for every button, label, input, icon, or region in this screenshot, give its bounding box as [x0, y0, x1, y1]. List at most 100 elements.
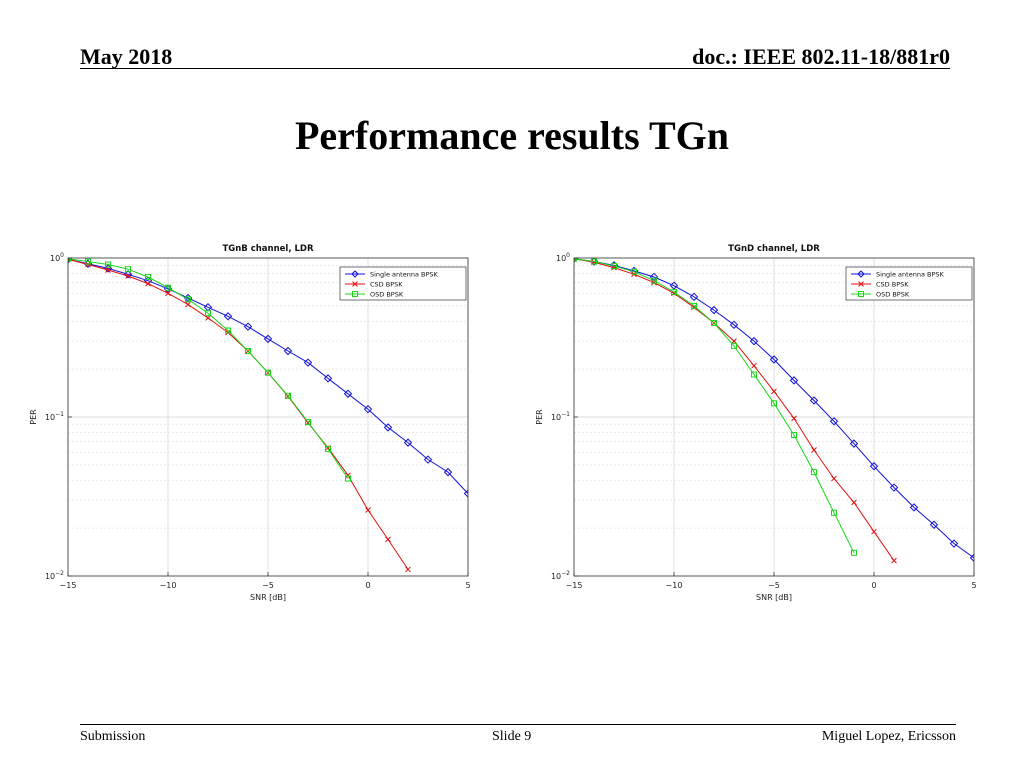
data-point — [423, 455, 433, 464]
legend-label: CSD BPSK — [370, 281, 403, 289]
y-axis-label: PER — [29, 409, 38, 425]
data-point — [223, 312, 233, 321]
data-point — [689, 292, 699, 302]
data-point — [105, 267, 111, 273]
chart-title: TGnB channel, LDR — [222, 244, 314, 254]
data-point — [949, 539, 959, 548]
data-point — [731, 342, 737, 349]
data-point — [889, 483, 899, 492]
y-tick-label: 100 — [50, 252, 64, 263]
legend-marker — [352, 291, 358, 297]
data-point — [651, 277, 657, 284]
data-point — [365, 507, 371, 513]
x-tick-label: −10 — [160, 581, 177, 590]
data-point — [809, 396, 819, 405]
footer-submission: Submission — [80, 729, 146, 744]
y-tick-base: 10 — [50, 254, 60, 263]
y-tick-label: 10−1 — [45, 411, 64, 422]
series-line — [574, 258, 974, 559]
data-point — [443, 467, 453, 477]
y-tick-label: 100 — [556, 252, 570, 263]
data-point — [691, 302, 697, 309]
footer-slide-number: Slide 9 — [492, 729, 532, 744]
data-point — [591, 258, 597, 265]
legend-marker — [351, 270, 359, 278]
header-date: May 2018 — [80, 44, 173, 69]
y-axis-label: PER — [535, 409, 544, 425]
data-point — [265, 369, 271, 376]
y-tick-base: 10 — [45, 413, 55, 422]
data-point — [631, 268, 637, 275]
footer-divider — [80, 724, 956, 725]
data-point — [185, 296, 191, 303]
data-point — [691, 304, 697, 311]
series-square — [68, 258, 351, 482]
data-point — [225, 327, 231, 334]
data-point — [405, 566, 411, 573]
data-point — [811, 469, 817, 476]
data-point — [749, 336, 759, 346]
data-point — [165, 290, 171, 297]
data-point — [343, 389, 353, 398]
legend-label: OSD BPSK — [876, 291, 910, 299]
data-point — [345, 475, 351, 482]
data-point — [463, 489, 468, 498]
data-point — [829, 417, 839, 426]
data-point — [145, 273, 151, 280]
series-x — [574, 258, 897, 564]
legend-item: OSD BPSK — [345, 291, 404, 299]
data-point — [909, 503, 919, 512]
x-tick-label: −5 — [768, 581, 780, 590]
data-point — [165, 284, 171, 291]
data-point — [145, 280, 151, 287]
data-point — [305, 419, 311, 426]
data-point — [611, 263, 617, 270]
series-square — [574, 258, 857, 556]
y-tick-base: 10 — [551, 413, 561, 422]
x-tick-label: −10 — [666, 581, 683, 590]
data-point — [791, 432, 797, 439]
legend-label: Single antenna BPSK — [370, 271, 438, 279]
y-tick-base: 10 — [45, 572, 55, 581]
data-point — [791, 415, 797, 422]
data-point — [731, 338, 737, 344]
legend-label: CSD BPSK — [876, 281, 909, 289]
data-point — [751, 362, 757, 369]
data-point — [85, 258, 91, 265]
x-axis-label: SNR [dB] — [756, 593, 792, 602]
legend-item: Single antenna BPSK — [345, 270, 438, 279]
footer-author: Miguel Lopez, Ericsson — [821, 729, 956, 744]
x-tick-label: 5 — [465, 581, 470, 590]
legend-marker — [857, 270, 865, 278]
data-point — [245, 348, 251, 355]
legend-item: OSD BPSK — [851, 291, 910, 299]
slide-title: Performance results TGn — [294, 113, 729, 158]
data-point — [383, 423, 393, 432]
data-point — [869, 462, 879, 471]
y-tick-exponent: −1 — [561, 411, 570, 418]
data-point — [849, 439, 859, 448]
data-point — [205, 315, 211, 321]
data-point — [205, 310, 211, 317]
series-line — [574, 258, 855, 554]
data-point — [105, 261, 111, 268]
y-tick-label: 10−2 — [45, 570, 64, 581]
data-point — [871, 528, 877, 535]
legend: Single antenna BPSK CSD BPSK OSD BPSK — [845, 266, 973, 301]
data-point — [771, 400, 777, 407]
header-doc-id: doc.: IEEE 802.11-18/881r0 — [692, 44, 950, 69]
legend-item: Single antenna BPSK — [851, 270, 944, 279]
data-point — [771, 388, 777, 395]
data-point — [831, 509, 837, 516]
data-point — [709, 305, 719, 315]
data-point — [123, 270, 133, 279]
x-tick-label: 5 — [971, 581, 976, 590]
x-tick-label: −15 — [566, 581, 583, 590]
legend-label: Single antenna BPSK — [876, 271, 944, 279]
chart-title: TGnD channel, LDR — [728, 244, 820, 254]
data-point — [969, 553, 974, 563]
y-tick-exponent: −1 — [55, 411, 64, 418]
data-point — [831, 475, 837, 482]
data-point — [263, 334, 273, 344]
